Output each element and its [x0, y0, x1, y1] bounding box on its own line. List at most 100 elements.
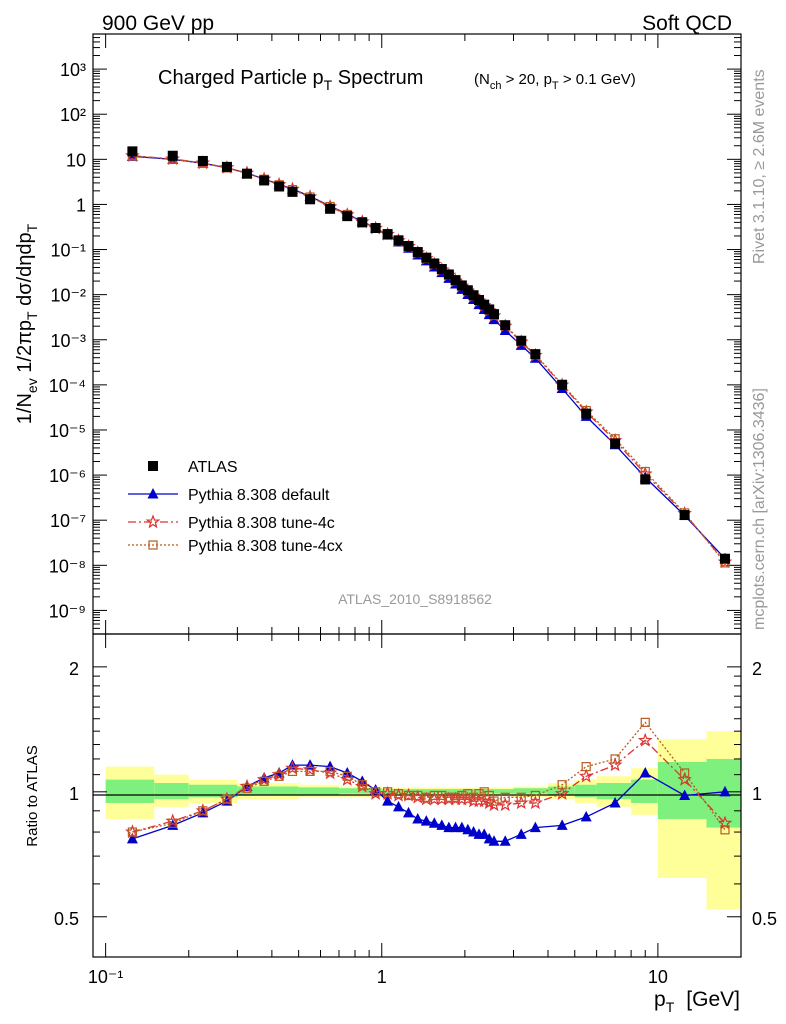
data-point-atlas	[516, 335, 527, 346]
y-tick-label: 10⁻³	[50, 331, 86, 351]
title-note-2: > 20, p	[501, 71, 551, 88]
data-point-tune4cx	[610, 754, 620, 764]
title-main2: Spectrum	[332, 67, 423, 89]
data-point-tune4cx	[489, 796, 499, 806]
x-tick-label: 1	[377, 967, 387, 987]
data-point-atlas	[305, 194, 316, 205]
data-point-tune4cx	[516, 792, 526, 802]
data-point-tune4cx	[680, 768, 690, 778]
header-left: 900 GeV pp	[102, 12, 214, 35]
legend-label: Pythia 8.308 tune-4c	[188, 515, 335, 532]
xlabel-unit: [GeV]	[686, 988, 740, 1011]
ratio-panel: 10⁻¹ 1 10 0.5 0.5 1 1 2 2 Ratio to ATLAS pT [GeV]	[24, 633, 777, 1015]
ylabel-1: ev	[24, 378, 40, 393]
x-tick-label: 10⁻¹	[88, 967, 124, 987]
main-ylabel: 1/Nev 1/2πpT dσ/dηdpT	[14, 223, 40, 424]
band-inner	[596, 783, 632, 800]
data-point-atlas	[342, 211, 353, 222]
main-axis-ticks: 10⁻⁹ 10⁻⁸ 10⁻⁷ 10⁻⁶ 10⁻⁵ 10⁻⁴ 10⁻³ 10⁻² 10⁻¹ 1 10 1…	[49, 33, 742, 635]
legend-label: Pythia 8.308 default	[188, 487, 330, 504]
data-point-atlas	[640, 474, 651, 485]
data-point-tune4cx	[393, 789, 404, 799]
data-point-tune4c	[637, 732, 653, 747]
data-point-atlas	[474, 295, 485, 306]
x-axis-label: pT [GeV]	[654, 988, 740, 1015]
data-point-tune4cx	[148, 540, 158, 550]
data-point-atlas	[148, 461, 158, 471]
band-inner	[237, 786, 299, 796]
band-inner	[657, 761, 707, 820]
data-point-tune4c	[145, 514, 161, 529]
data-point-tune4cx	[342, 771, 352, 781]
band-inner	[513, 788, 548, 794]
y-tick-label: 10²	[60, 105, 86, 125]
data-point-default	[556, 819, 568, 830]
title-note-1: ch	[490, 80, 502, 92]
main-panel: 10⁻⁹ 10⁻⁸ 10⁻⁷ 10⁻⁶ 10⁻⁵ 10⁻⁴ 10⁻³ 10⁻² 10⁻¹ 1 10 1…	[14, 33, 742, 635]
data-point-tune4cx	[127, 827, 137, 837]
data-point-atlas	[393, 235, 404, 246]
legend-label: ATLAS	[188, 459, 238, 476]
y-tick-label: 10⁻¹	[50, 241, 86, 261]
data-point-default	[529, 821, 541, 833]
data-point-atlas	[127, 146, 138, 157]
data-point-tune4cx	[222, 794, 232, 804]
data-point-tune4cx	[357, 780, 367, 790]
y-tick-label: 10⁻⁵	[49, 421, 86, 441]
data-point-atlas	[610, 438, 621, 449]
svg-text:Charged Particle pT Spectrum: Charged Particle pT Spectrum	[158, 67, 423, 93]
title-sub: T	[324, 77, 333, 93]
rivet-label: Rivet 3.1.10, ≥ 2.6M events	[751, 69, 768, 264]
ylabel-3: T	[24, 311, 40, 320]
xlabel-sub: T	[666, 999, 675, 1015]
ratio-series-line	[132, 721, 726, 833]
ratio-y-tick-label: 1	[69, 784, 79, 804]
data-point-tune4c	[471, 793, 487, 808]
data-point-atlas	[274, 181, 285, 192]
data-point-atlas	[443, 269, 454, 280]
data-point-default	[393, 800, 405, 812]
main-title: Charged Particle pT Spectrum (Nch > 20, …	[158, 67, 636, 93]
y-tick-label: 10	[66, 150, 86, 170]
data-point-atlas	[679, 510, 690, 521]
data-point-atlas	[403, 240, 414, 251]
data-point-tune4cx	[530, 790, 540, 801]
ratio-y-tick-label-right: 2	[752, 659, 762, 679]
data-point-tune4cx	[242, 783, 252, 793]
data-point-atlas	[325, 203, 336, 214]
data-point-tune4c	[285, 760, 300, 775]
y-tick-label: 10⁻⁸	[49, 556, 86, 576]
data-point-default	[126, 832, 138, 844]
ratio-ylabel: Ratio to ATLAS	[24, 745, 41, 846]
data-point-tune4cx	[259, 776, 269, 786]
data-point-atlas	[241, 168, 252, 179]
main-series-layer	[125, 146, 733, 569]
data-point-atlas	[287, 186, 298, 197]
data-point-tune4cx	[557, 780, 567, 790]
x-tick-label: 10	[648, 967, 668, 987]
data-point-tune4cx	[484, 790, 494, 801]
title-main: Charged Particle p	[158, 67, 324, 89]
xlabel-p: p	[654, 988, 666, 1011]
data-point-tune4c	[497, 797, 513, 812]
data-point-atlas	[412, 247, 423, 258]
data-point-tune4cx	[325, 766, 335, 776]
data-point-atlas	[436, 264, 447, 275]
data-point-tune4cx	[437, 790, 447, 801]
data-point-tune4cx	[371, 787, 381, 797]
data-point-tune4cx	[450, 792, 461, 802]
data-point-tune4c	[554, 785, 570, 800]
data-point-default	[478, 828, 490, 839]
data-point-atlas	[450, 275, 461, 286]
ylabel-5: T	[24, 223, 40, 232]
ylabel-4: dσ/dηdp	[14, 232, 36, 311]
data-point-tune4cx	[198, 806, 208, 816]
band-inner	[154, 783, 189, 800]
band-inner	[464, 789, 492, 794]
data-point-default	[147, 488, 159, 499]
data-point-tune4c	[677, 771, 692, 786]
data-point-default	[382, 795, 394, 806]
title-note-3: T	[552, 80, 559, 92]
ratio-y-tick-label-right: 0.5	[752, 909, 777, 929]
